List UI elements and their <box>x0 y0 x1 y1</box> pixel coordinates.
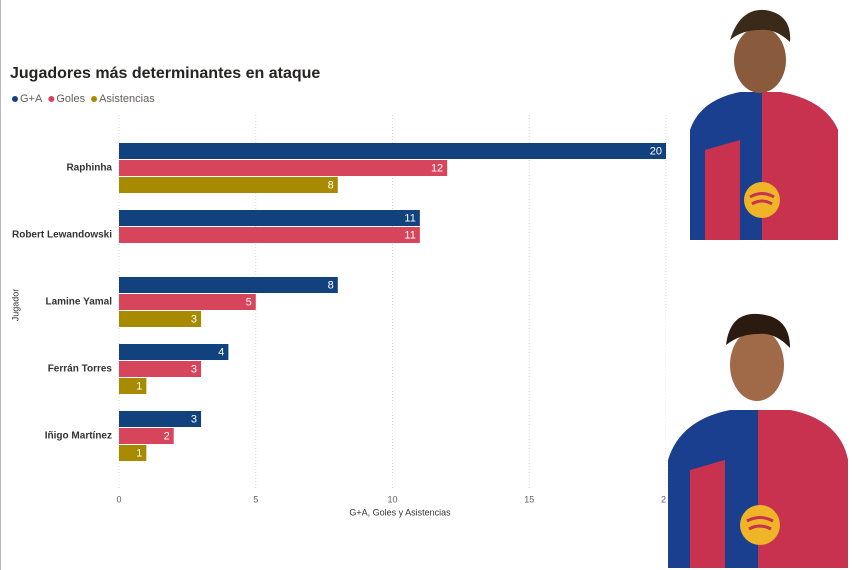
legend-label: G+A <box>20 93 43 105</box>
bar <box>119 160 448 176</box>
value-label: 3 <box>191 413 197 425</box>
value-label: 1 <box>136 380 142 392</box>
value-label: 20 <box>650 145 662 157</box>
x-tick-label: 10 <box>387 494 397 504</box>
y-tick-label: Raphinha <box>66 163 112 174</box>
player-photo <box>666 312 848 568</box>
value-label: 3 <box>191 363 197 375</box>
chart-title: Jugadores más determinantes en ataque <box>10 65 320 82</box>
y-axis-title: Jugador <box>10 289 20 322</box>
value-label: 12 <box>431 162 443 174</box>
value-label: 11 <box>404 229 415 241</box>
bar <box>119 378 147 394</box>
legend-marker <box>48 96 55 102</box>
bar <box>119 311 202 327</box>
bar <box>119 177 338 193</box>
legend-marker <box>91 96 98 102</box>
legend: G+A Goles Asistencias <box>12 93 155 105</box>
value-label: 8 <box>328 179 334 191</box>
bar <box>119 227 420 243</box>
y-tick-label: Iñigo Martínez <box>45 431 112 442</box>
legend-label: Asistencias <box>99 93 155 105</box>
bar <box>119 361 202 377</box>
legend-label: Goles <box>56 93 85 105</box>
bar <box>119 143 666 159</box>
legend-marker <box>12 96 18 102</box>
x-tick-label: 0 <box>116 494 121 504</box>
y-tick-label: Robert Lewandowski <box>12 230 112 241</box>
x-axis-title: G+A, Goles y Asistencias <box>349 507 451 517</box>
plot-area: 05101520Raphinha20128Robert Lewandowski1… <box>12 115 671 504</box>
value-label: 8 <box>328 279 334 291</box>
bar <box>119 210 420 226</box>
bar <box>119 277 338 293</box>
bar <box>119 294 256 310</box>
value-label: 2 <box>164 430 170 442</box>
value-label: 11 <box>404 212 415 224</box>
value-label: 5 <box>246 296 252 308</box>
player-photo <box>686 8 842 241</box>
value-label: 1 <box>136 447 142 459</box>
bar <box>119 411 202 427</box>
value-label: 4 <box>218 346 224 358</box>
bar <box>119 428 174 444</box>
y-tick-label: Ferrán Torres <box>48 364 113 375</box>
bar <box>119 445 147 461</box>
value-label: 3 <box>191 313 197 325</box>
bar <box>119 344 229 360</box>
x-tick-label: 15 <box>524 494 534 504</box>
x-tick-label: 5 <box>253 494 258 504</box>
y-tick-label: Lamine Yamal <box>45 297 112 308</box>
